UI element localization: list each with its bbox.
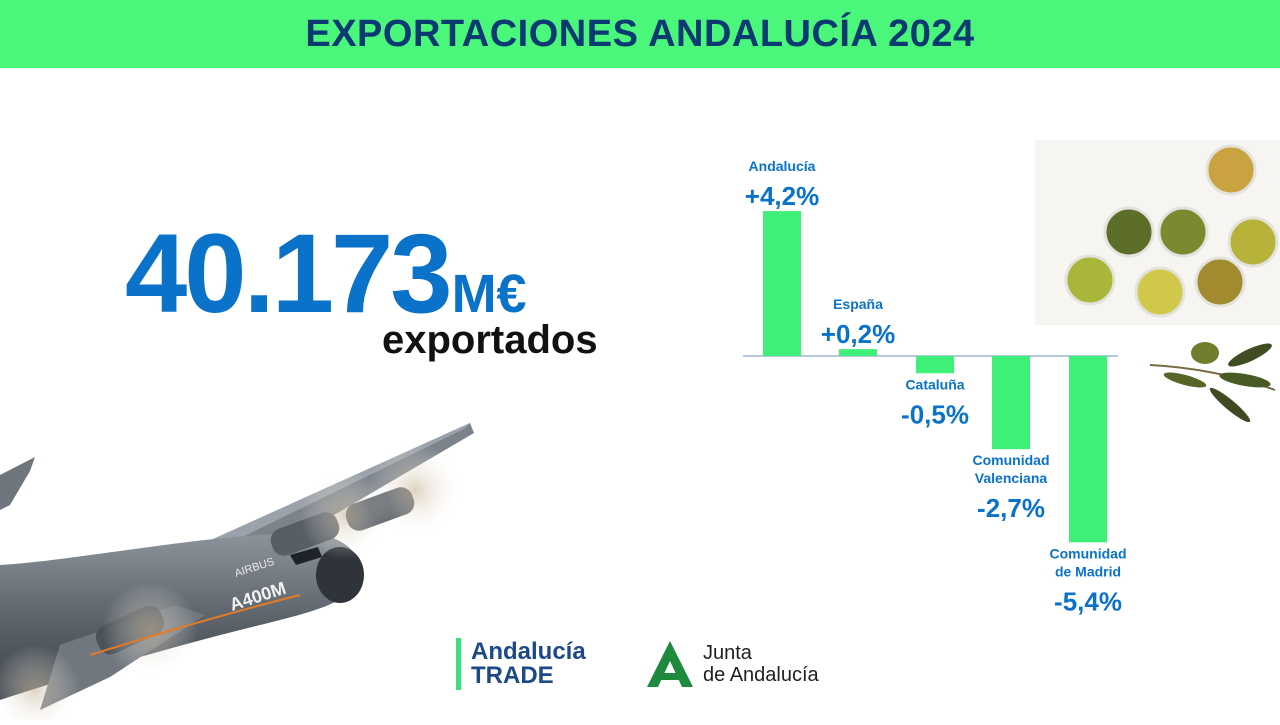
bar-category-label-2-0: Cataluña [905,376,964,392]
trade-logo-line2: TRADE [471,662,554,689]
bar-category-label-1-0: España [833,296,883,312]
bar-value-label-0: +4,2% [745,181,819,211]
bar-category-label-3-1: Valenciana [975,470,1048,486]
bar-value-label-1: +0,2% [821,319,895,349]
export-total: 40.173M€ [125,218,527,330]
bar-value-label-3: -2,7% [977,493,1045,523]
trade-logo-line1: Andalucía [471,638,586,665]
export-caption: exportados [382,318,598,362]
bar-value-label-4: -5,4% [1054,586,1122,616]
bar-category-label-4-0: Comunidad [1050,545,1127,561]
bar-category-label-4-1: de Madrid [1055,563,1121,579]
trade-logo-accent-bar [456,638,461,690]
page-title: EXPORTACIONES ANDALUCÍA 2024 [305,12,975,55]
bar-3 [992,356,1030,450]
junta-logo-line1: Junta [703,642,752,664]
olive-branch-image [1145,335,1280,435]
bar-value-label-2: -0,5% [901,399,969,429]
bar-1 [839,349,877,356]
title-bar: EXPORTACIONES ANDALUCÍA 2024 [0,0,1280,68]
export-total-unit: M€ [451,264,527,324]
junta-andalucia-logo: Junta de Andalucía [645,638,819,690]
export-total-value: 40.173 [125,211,453,336]
bar-4 [1069,356,1107,543]
bar-0 [763,211,801,356]
bar-category-label-0-0: Andalucía [749,158,816,174]
junta-logo-line2: de Andalucía [703,664,819,686]
bar-category-label-3-0: Comunidad [973,452,1050,468]
junta-a-icon [647,641,693,687]
airplane-image: AIRBUS A400M [0,415,480,725]
olive-oil-image [1035,140,1280,325]
bar-2 [916,356,954,374]
andalucia-trade-logo: Andalucía TRADE [456,638,586,690]
